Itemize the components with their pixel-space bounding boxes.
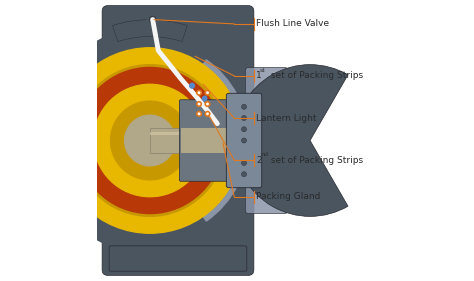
Wedge shape xyxy=(112,20,187,42)
Circle shape xyxy=(198,112,201,115)
Circle shape xyxy=(241,138,246,143)
Circle shape xyxy=(189,83,195,89)
Circle shape xyxy=(241,127,246,132)
Circle shape xyxy=(241,172,246,177)
Circle shape xyxy=(202,96,208,101)
Circle shape xyxy=(77,67,223,214)
Circle shape xyxy=(37,28,262,253)
Circle shape xyxy=(125,115,175,166)
FancyBboxPatch shape xyxy=(179,100,244,181)
Circle shape xyxy=(241,160,246,166)
Bar xyxy=(150,128,262,153)
Bar xyxy=(181,128,243,153)
FancyBboxPatch shape xyxy=(102,6,254,275)
Circle shape xyxy=(206,103,209,105)
Circle shape xyxy=(204,101,210,107)
Circle shape xyxy=(198,103,201,105)
Circle shape xyxy=(57,48,243,233)
Circle shape xyxy=(110,101,189,180)
Circle shape xyxy=(204,90,210,96)
FancyBboxPatch shape xyxy=(246,67,288,214)
Circle shape xyxy=(196,101,202,107)
FancyBboxPatch shape xyxy=(226,93,262,188)
Text: Lantern Light: Lantern Light xyxy=(256,114,317,123)
Wedge shape xyxy=(234,65,348,216)
FancyBboxPatch shape xyxy=(109,246,247,271)
Circle shape xyxy=(204,111,210,117)
Circle shape xyxy=(94,84,206,197)
Circle shape xyxy=(196,111,202,117)
Text: set of Packing Strips: set of Packing Strips xyxy=(268,71,363,80)
Bar xyxy=(150,132,262,135)
Wedge shape xyxy=(150,76,234,205)
Text: 1: 1 xyxy=(256,71,262,80)
Wedge shape xyxy=(150,60,248,221)
Text: st: st xyxy=(260,68,266,73)
Text: Flush Line Valve: Flush Line Valve xyxy=(256,19,329,28)
Text: nd: nd xyxy=(260,152,268,157)
Circle shape xyxy=(206,112,209,115)
Text: Packing Gland: Packing Gland xyxy=(256,192,320,201)
Circle shape xyxy=(206,91,209,94)
Text: set of Packing Strips: set of Packing Strips xyxy=(268,156,363,165)
Circle shape xyxy=(149,16,156,23)
Circle shape xyxy=(74,65,226,216)
Circle shape xyxy=(198,91,201,94)
Circle shape xyxy=(241,115,246,121)
Circle shape xyxy=(241,104,246,109)
Circle shape xyxy=(196,90,202,96)
Text: 2: 2 xyxy=(256,156,262,165)
